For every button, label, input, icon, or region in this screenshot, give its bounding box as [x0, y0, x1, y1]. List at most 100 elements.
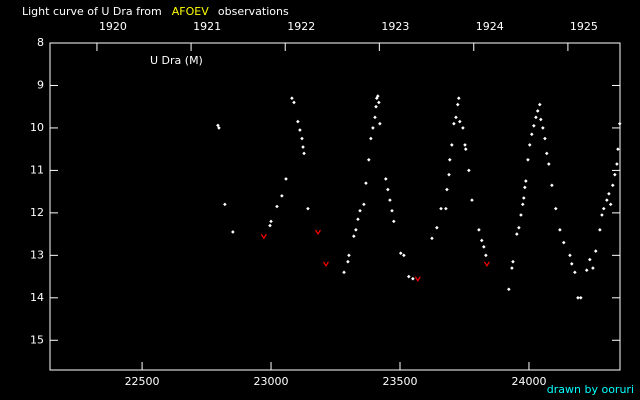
title-part: AFOEV — [172, 5, 209, 18]
upper-limit-point — [260, 233, 267, 240]
data-point — [298, 128, 302, 132]
data-point — [377, 100, 381, 105]
data-point — [608, 202, 613, 207]
data-point — [520, 202, 525, 207]
data-point — [454, 115, 458, 120]
data-point — [482, 245, 486, 249]
data-point — [568, 253, 572, 258]
data-point — [342, 270, 346, 275]
data-point — [411, 276, 415, 281]
data-point — [463, 143, 467, 147]
data-point — [617, 121, 622, 126]
data-point — [515, 232, 519, 236]
x2-tick-label: 1921 — [193, 20, 221, 33]
y-tick-label: 8 — [37, 36, 44, 49]
data-point — [388, 198, 392, 202]
data-point — [477, 228, 481, 232]
data-point — [578, 296, 583, 300]
y-tick-label: 14 — [30, 291, 44, 304]
data-point — [521, 196, 526, 200]
x2-tick-label: 1925 — [570, 20, 598, 33]
data-point — [535, 109, 540, 113]
data-point — [296, 119, 300, 124]
x-tick-label: 23000 — [254, 375, 289, 388]
data-point — [544, 151, 549, 156]
credit: drawn by ooruri — [547, 383, 634, 396]
data-point — [537, 102, 542, 107]
data-point — [461, 126, 465, 130]
upper-limit-point — [322, 261, 329, 267]
title-part: Light curve of U Dra from — [22, 5, 162, 18]
data-point — [302, 151, 306, 156]
data-point — [352, 234, 356, 239]
upper-limit-point — [483, 261, 490, 267]
x-tick-label: 22500 — [125, 375, 160, 388]
data-point — [384, 177, 388, 181]
data-point — [398, 251, 403, 256]
y-tick-label: 13 — [30, 248, 44, 261]
plot-frame — [49, 42, 621, 371]
data-point — [386, 187, 390, 192]
data-point — [292, 100, 296, 105]
data-point — [356, 217, 360, 222]
data-point — [430, 236, 434, 241]
data-point — [268, 223, 272, 228]
x2-tick-label: 1922 — [287, 20, 315, 33]
data-point — [524, 179, 528, 183]
data-point — [561, 240, 566, 245]
data-point — [306, 206, 310, 211]
x2-tick-label: 1924 — [476, 20, 504, 33]
data-point — [373, 115, 377, 120]
data-point — [479, 238, 484, 243]
data-point — [484, 253, 488, 258]
data-point — [444, 206, 448, 211]
data-point — [534, 115, 538, 120]
data-point — [569, 262, 574, 266]
data-point — [470, 198, 474, 202]
data-point — [550, 183, 554, 188]
data-point — [457, 96, 461, 101]
data-point — [523, 185, 527, 190]
data-point — [450, 143, 454, 147]
data-point — [347, 253, 351, 258]
data-point — [591, 266, 595, 270]
data-point — [458, 119, 462, 124]
upper-limit-point — [414, 276, 421, 282]
data-point — [588, 257, 592, 262]
data-point — [547, 162, 551, 166]
data-point — [517, 225, 521, 230]
data-point — [378, 121, 382, 126]
data-point — [369, 136, 373, 141]
title-part: observations — [218, 5, 289, 18]
chart-title: Light curve of U Dra from AFOEV observatio… — [22, 5, 289, 18]
data-point — [511, 259, 515, 264]
data-point — [541, 126, 545, 130]
data-point — [598, 228, 602, 232]
data-point — [558, 228, 562, 232]
data-point — [435, 225, 439, 230]
data-point — [301, 145, 305, 149]
data-point — [275, 204, 279, 209]
data-point — [529, 132, 534, 137]
y-tick-label: 11 — [30, 163, 44, 176]
upper-limit-point — [314, 229, 321, 236]
data-point — [607, 191, 611, 196]
data-point — [346, 259, 350, 264]
data-point — [445, 187, 449, 192]
data-point — [366, 157, 371, 162]
data-point — [371, 126, 375, 130]
data-point — [605, 198, 609, 202]
data-point — [284, 177, 288, 181]
data-point — [362, 202, 366, 207]
data-point — [455, 102, 460, 107]
y-tick-label: 10 — [30, 121, 44, 134]
data-point — [601, 206, 606, 211]
data-point — [593, 249, 598, 253]
data-point — [526, 157, 530, 162]
data-point — [615, 162, 619, 166]
annotation: U Dra (M) — [150, 54, 203, 67]
data-point — [390, 208, 394, 213]
